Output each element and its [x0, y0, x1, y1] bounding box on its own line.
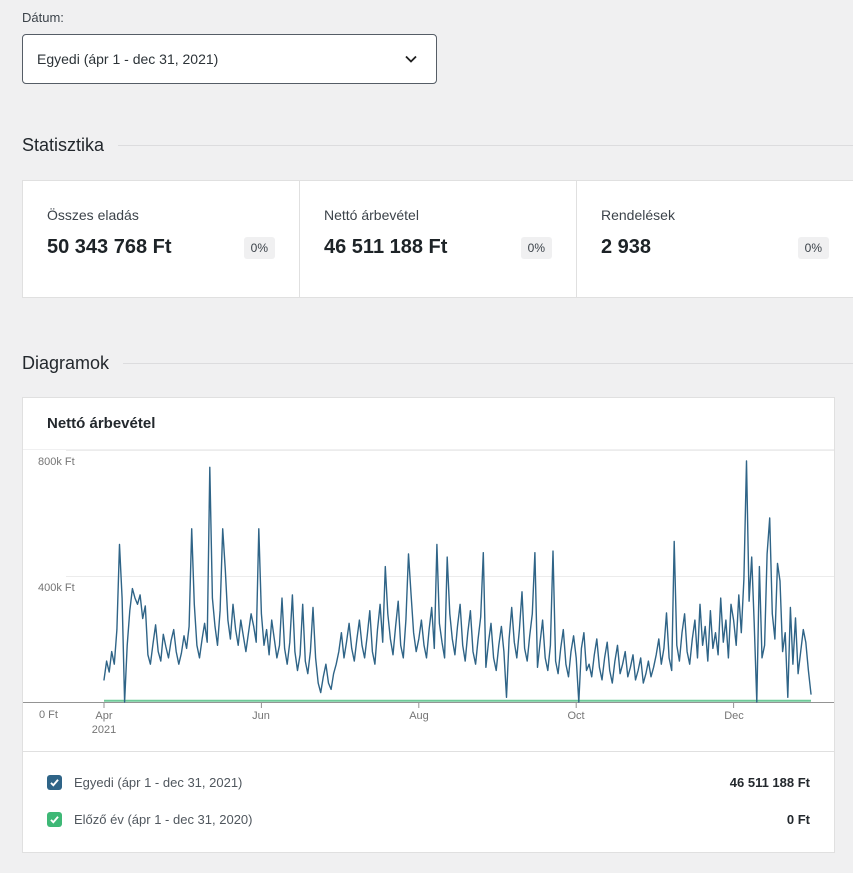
stat-value: 50 343 768 Ft	[47, 236, 172, 259]
stat-change-badge: 0%	[521, 237, 552, 259]
x-axis-tick-label: Oct	[567, 709, 584, 723]
legend-checkbox[interactable]	[47, 775, 62, 790]
stat-tile[interactable]: Összes eladás 50 343 768 Ft 0%	[23, 181, 300, 297]
chart-plot-area: 800k Ft 400k Ft 0 Ft Apr2021 Jun Aug Oct Dec	[23, 450, 834, 751]
chart-title: Nettó árbevétel	[23, 398, 834, 450]
date-range-select[interactable]: Egyedi (ápr 1 - dec 31, 2021)	[22, 34, 437, 84]
legend-row[interactable]: Előző év (ápr 1 - dec 31, 2020) 0 Ft	[47, 801, 810, 838]
stat-change-badge: 0%	[244, 237, 275, 259]
stat-tile[interactable]: Rendelések 2 938 0%	[577, 181, 853, 297]
legend-checkbox[interactable]	[47, 812, 62, 827]
date-range-value: Egyedi (ápr 1 - dec 31, 2021)	[37, 51, 218, 67]
chart-legend: Egyedi (ápr 1 - dec 31, 2021) 46 511 188 …	[23, 751, 834, 852]
legend-row[interactable]: Egyedi (ápr 1 - dec 31, 2021) 46 511 188 …	[47, 764, 810, 801]
stat-value: 2 938	[601, 236, 651, 259]
checkmark-icon	[49, 777, 60, 788]
y-axis-label: 400k Ft	[38, 582, 75, 594]
analytics-page: Dátum: Egyedi (ápr 1 - dec 31, 2021) Sta…	[0, 0, 853, 853]
x-axis-tick-label: Jun	[252, 709, 270, 723]
stat-label: Összes eladás	[47, 207, 275, 223]
x-axis-tick-label: Dec	[724, 709, 744, 723]
stats-section-title: Statisztika	[22, 135, 104, 156]
y-axis-label: 800k Ft	[38, 456, 75, 468]
chevron-down-icon	[403, 51, 419, 67]
section-divider	[118, 145, 853, 146]
section-divider	[123, 363, 853, 364]
date-filter-label: Dátum:	[22, 10, 853, 25]
stat-tile[interactable]: Nettó árbevétel 46 511 188 Ft 0%	[300, 181, 577, 297]
legend-value: 46 511 188 Ft	[730, 775, 810, 790]
net-revenue-chart-card: Nettó árbevétel 800k Ft 400k Ft 0 Ft Apr202…	[22, 397, 835, 853]
x-axis-tick-label: Apr2021	[92, 709, 116, 737]
stat-label: Nettó árbevétel	[324, 207, 552, 223]
revenue-line-chart[interactable]	[23, 450, 834, 712]
stat-label: Rendelések	[601, 207, 829, 223]
checkmark-icon	[49, 814, 60, 825]
legend-label: Egyedi (ápr 1 - dec 31, 2021)	[74, 775, 242, 790]
legend-label: Előző év (ápr 1 - dec 31, 2020)	[74, 812, 253, 827]
stat-change-badge: 0%	[798, 237, 829, 259]
stats-card: Összes eladás50 343 768 Ft0%Nettó árbevé…	[22, 180, 853, 298]
x-axis-tick-label: Aug	[409, 709, 429, 723]
y-axis-zero-label: 0 Ft	[39, 709, 58, 721]
stat-value: 46 511 188 Ft	[324, 236, 447, 259]
charts-section-title: Diagramok	[22, 353, 109, 374]
legend-value: 0 Ft	[787, 812, 810, 827]
